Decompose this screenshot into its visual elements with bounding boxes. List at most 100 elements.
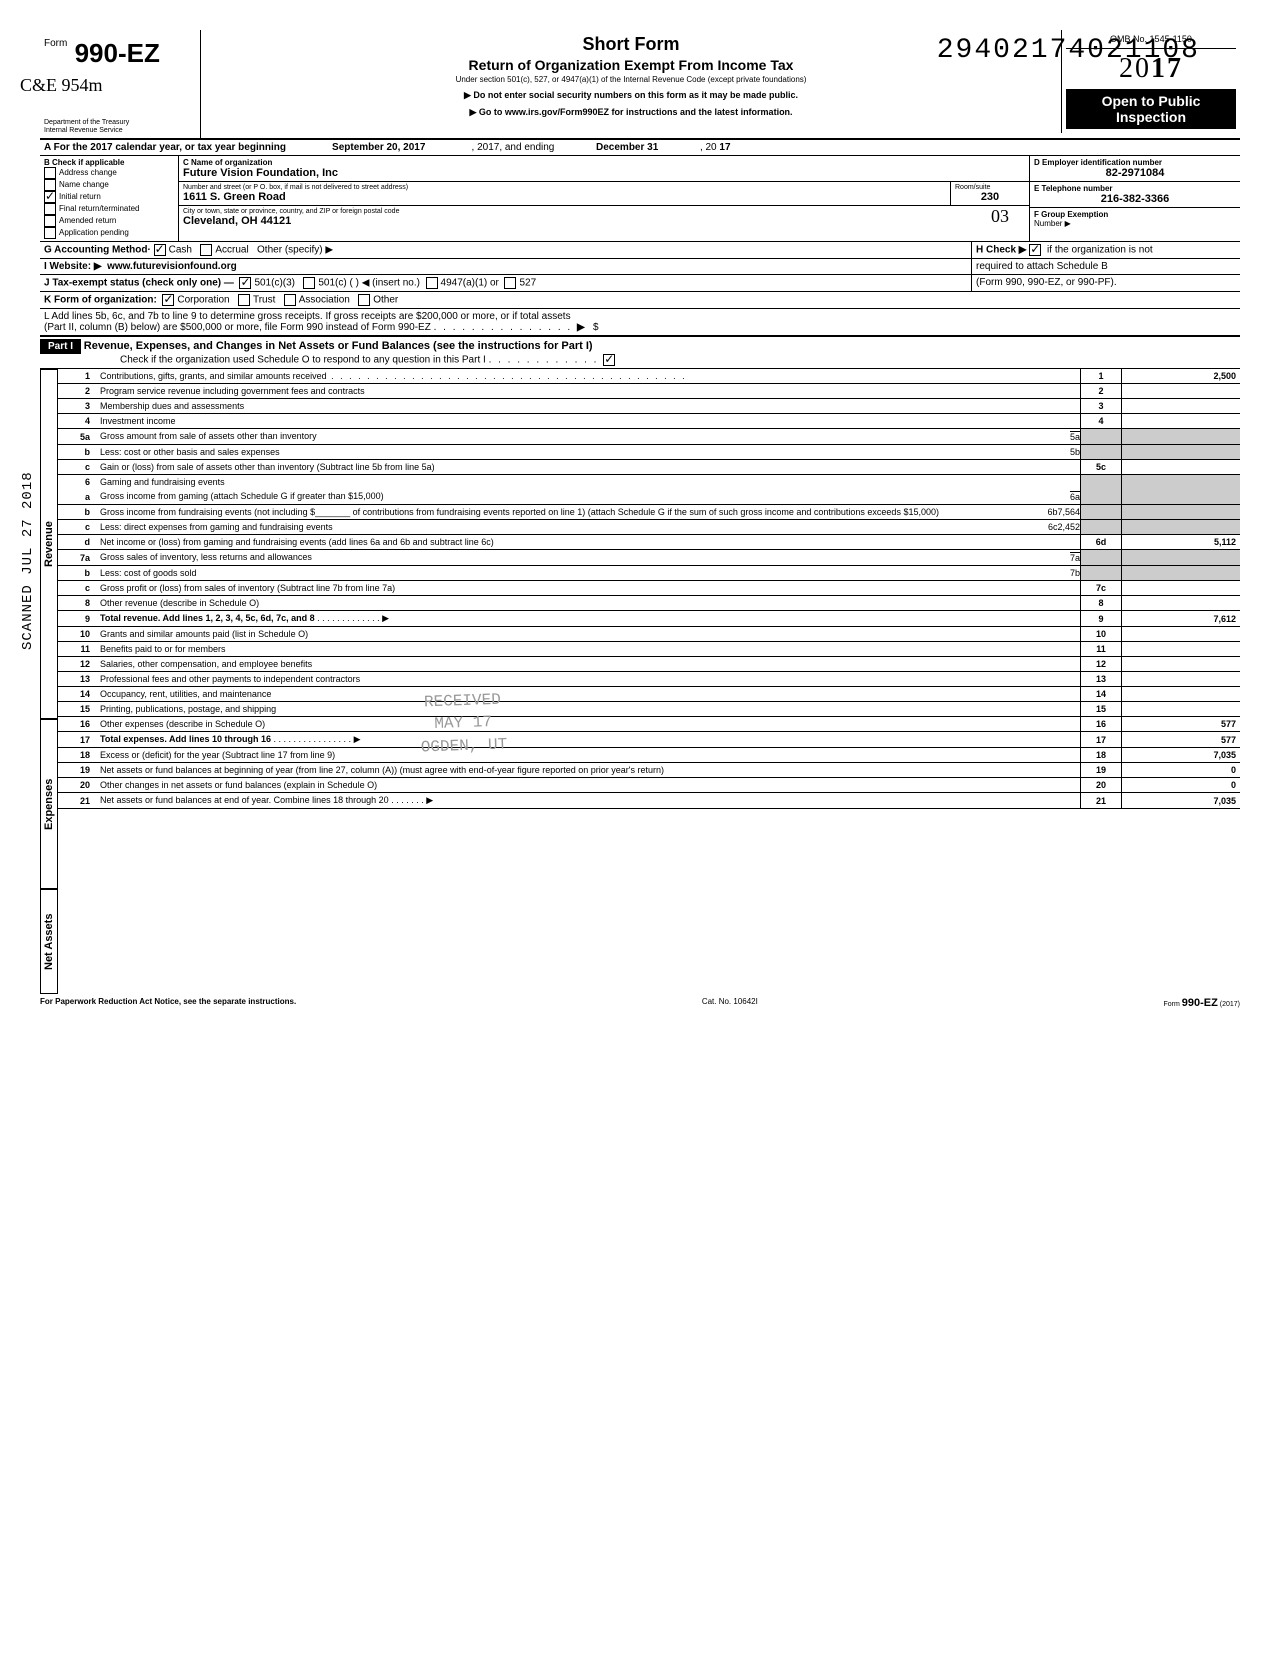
part1-title: Revenue, Expenses, and Changes in Net As…: [84, 340, 593, 352]
l10-desc: Grants and similar amounts paid (list in…: [100, 629, 308, 639]
vtab-netassets: Net Assets: [40, 889, 58, 994]
chk-part1-schedO[interactable]: [603, 354, 615, 366]
l21-amt: 7,035: [1122, 793, 1241, 809]
j-label: J Tax-exempt status (check only one) —: [44, 278, 234, 289]
addr-label: Number and street (or P O. box, if mail …: [183, 184, 946, 191]
opt-4: Amended return: [59, 216, 116, 225]
l-arrow: ▶: [577, 322, 585, 333]
l14-desc: Occupancy, rent, utilities, and maintena…: [100, 689, 271, 699]
j-d: 527: [519, 278, 536, 289]
l6d-amt: 5,112: [1122, 535, 1241, 550]
chk-accrual[interactable]: [200, 244, 212, 256]
form-number: 990-EZ: [75, 38, 160, 68]
l7b-desc: Less: cost of goods sold: [100, 568, 1070, 578]
opt-5: Application pending: [59, 228, 129, 237]
chk-h[interactable]: [1029, 244, 1041, 256]
chk-final[interactable]: [44, 203, 56, 215]
chk-address[interactable]: [44, 167, 56, 179]
org-name: Future Vision Foundation, Inc: [183, 167, 1025, 179]
j-a: 501(c)(3): [254, 278, 295, 289]
d-label: D Employer identification number: [1034, 158, 1236, 167]
chk-initial[interactable]: [44, 191, 56, 203]
line-a-endyear: 17: [719, 142, 730, 153]
chk-501c[interactable]: [303, 277, 315, 289]
stamp-number: 29402174021108: [937, 35, 1200, 66]
chk-trust[interactable]: [238, 294, 250, 306]
l18-amt: 7,035: [1122, 748, 1241, 763]
l4-amt: [1122, 414, 1241, 429]
chk-4947[interactable]: [426, 277, 438, 289]
ein: 82-2971084: [1034, 167, 1236, 179]
k-other: Other: [373, 295, 398, 306]
f-label2: Number ▶: [1034, 219, 1236, 228]
vtab-revenue: Revenue: [40, 369, 58, 719]
title-main: Return of Organization Exempt From Incom…: [209, 57, 1053, 73]
l6c-desc: Less: direct expenses from gaming and fu…: [100, 522, 1048, 532]
h-text1: if the organization is not: [1047, 245, 1153, 256]
l18-desc: Excess or (deficit) for the year (Subtra…: [100, 750, 335, 760]
k-assoc: Association: [299, 295, 350, 306]
l5c-desc: Gain or (loss) from sale of assets other…: [100, 462, 435, 472]
line-a-label: A For the 2017 calendar year, or tax yea…: [44, 142, 286, 153]
chk-other[interactable]: [358, 294, 370, 306]
k-label: K Form of organization:: [44, 295, 157, 306]
l3-desc: Membership dues and assessments: [100, 401, 244, 411]
line-a-suffix: , 20: [700, 142, 717, 153]
l9-amt: 7,612: [1122, 611, 1241, 627]
l7a-desc: Gross sales of inventory, less returns a…: [100, 552, 1070, 563]
j-b: 501(c) (: [318, 278, 352, 289]
website: www.futurevisionfound.org: [107, 261, 237, 272]
l-text2: (Part II, column (B) below) are $500,000…: [44, 322, 431, 333]
l19-desc: Net assets or fund balances at beginning…: [100, 765, 664, 775]
dept-1: Department of the Treasury: [44, 119, 196, 127]
l8-amt: [1122, 596, 1241, 611]
line-a-mid: , 2017, and ending: [472, 142, 555, 153]
vtab-expenses: Expenses: [40, 719, 58, 889]
l14-amt: [1122, 687, 1241, 702]
title-sub: Under section 501(c), 527, or 4947(a)(1)…: [209, 75, 1053, 84]
city-label: City or town, state or province, country…: [183, 208, 1025, 215]
l17-desc: Total expenses. Add lines 10 through 16: [100, 734, 271, 744]
city: Cleveland, OH 44121: [183, 215, 1025, 227]
l4-desc: Investment income: [100, 416, 176, 426]
part1-badge: Part I: [40, 339, 81, 354]
title-goto: ▶ Go to www.irs.gov/Form990EZ for instru…: [209, 107, 1053, 118]
e-label: E Telephone number: [1034, 184, 1236, 193]
dept-2: Internal Revenue Service: [44, 127, 196, 135]
street: 1611 S. Green Road: [183, 191, 946, 203]
l6b-desc: Gross income from fundraising events (no…: [100, 507, 1047, 517]
k-corp: Corporation: [177, 295, 229, 306]
opt-1: Name change: [59, 180, 109, 189]
l16-amt: 577: [1122, 717, 1241, 732]
h-text2: required to attach Schedule B: [976, 261, 1108, 272]
g-other: Other (specify) ▶: [257, 245, 333, 256]
l5c-amt: [1122, 460, 1241, 475]
i-label: I Website: ▶: [44, 261, 102, 272]
g-cash: Cash: [169, 245, 192, 256]
l15-desc: Printing, publications, postage, and shi…: [100, 704, 276, 714]
g-accrual: Accrual: [215, 245, 248, 256]
opt-0: Address change: [59, 168, 117, 177]
l6b-amt: 7,564: [1057, 507, 1080, 517]
l20-desc: Other changes in net assets or fund bala…: [100, 780, 377, 790]
l20-amt: 0: [1122, 778, 1241, 793]
chk-pending[interactable]: [44, 227, 56, 239]
l11-desc: Benefits paid to or for members: [100, 644, 226, 654]
footer-left: For Paperwork Reduction Act Notice, see …: [40, 997, 296, 1009]
chk-cash[interactable]: [154, 244, 166, 256]
footer-right: Form 990-EZ (2017): [1163, 997, 1240, 1009]
chk-501c3[interactable]: [239, 277, 251, 289]
phone: 216-382-3366: [1034, 193, 1236, 205]
l-dollar: $: [593, 322, 599, 333]
opt-3: Final return/terminated: [59, 204, 139, 213]
chk-amended[interactable]: [44, 215, 56, 227]
l10-amt: [1122, 627, 1241, 642]
l6c-amt: 2,452: [1057, 522, 1080, 532]
title-warn: ▶ Do not enter social security numbers o…: [209, 90, 1053, 101]
l2-amt: [1122, 384, 1241, 399]
chk-corp[interactable]: [162, 294, 174, 306]
chk-assoc[interactable]: [284, 294, 296, 306]
l19-amt: 0: [1122, 763, 1241, 778]
k-trust: Trust: [253, 295, 275, 306]
chk-527[interactable]: [504, 277, 516, 289]
